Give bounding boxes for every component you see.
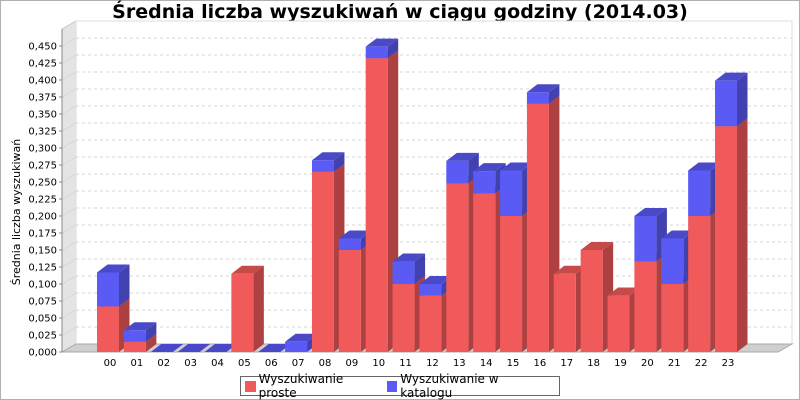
bar-catalog-search-16 xyxy=(526,84,560,104)
y-tick-label: 0,300 xyxy=(28,144,57,155)
y-tick-label: 0,425 xyxy=(28,59,57,70)
bar-empty-02 xyxy=(150,344,184,352)
x-tick-label: 00 xyxy=(104,358,117,369)
x-tick-label: 23 xyxy=(722,358,735,369)
x-tick-label: 11 xyxy=(399,358,412,369)
y-axis-ticks: 0,000 0,025 0,050 0,075 0,100 0,125 0,150 0,175… xyxy=(28,29,63,359)
legend-label-simple-search: Wyszukiwanie proste xyxy=(258,372,344,400)
y-axis-label: Średnia liczba wyszukiwań xyxy=(10,139,23,286)
x-tick-label: 02 xyxy=(157,358,170,369)
y-tick-label: 0,450 xyxy=(28,42,57,53)
x-tick-label: 14 xyxy=(480,358,493,369)
x-tick-label: 18 xyxy=(587,358,600,369)
chart-title: Średnia liczba wyszukiwań w ciągu godzin… xyxy=(112,1,688,23)
legend-item-catalog-search: Wyszukiwanie w katalogu xyxy=(386,372,549,400)
legend-swatch-simple-search xyxy=(245,380,256,392)
bar-simple-search-23 xyxy=(715,118,748,353)
bar-catalog-search-11 xyxy=(392,253,426,284)
x-tick-label: 09 xyxy=(345,358,358,369)
y-tick-label: 0,250 xyxy=(28,178,57,189)
x-tick-label: 01 xyxy=(131,358,144,369)
x-tick-label: 08 xyxy=(319,358,332,369)
legend-label-catalog-search: Wyszukiwanie w katalogu xyxy=(400,372,499,400)
y-tick-label: 0,000 xyxy=(28,348,57,359)
x-tick-label: 03 xyxy=(184,358,197,369)
y-tick-label: 0,100 xyxy=(28,280,57,291)
legend-swatch-catalog-search xyxy=(386,380,398,392)
legend-item-simple-search: Wyszukiwanie proste xyxy=(245,372,381,400)
x-tick-label: 10 xyxy=(372,358,385,369)
bar-catalog-search-10 xyxy=(365,38,399,59)
x-tick-label: 17 xyxy=(560,358,573,369)
bar-catalog-search-01 xyxy=(123,322,157,342)
y-tick-label: 0,200 xyxy=(28,212,57,223)
bar-empty-06 xyxy=(258,344,291,352)
x-tick-label: 22 xyxy=(695,358,708,369)
y-tick-label: 0,400 xyxy=(28,76,57,87)
y-tick-label: 0,325 xyxy=(28,127,57,138)
y-tick-label: 0,350 xyxy=(28,110,57,121)
y-tick-label: 0,075 xyxy=(28,297,57,308)
bar-empty-04 xyxy=(204,344,237,352)
bar-catalog-search-00 xyxy=(97,264,130,307)
x-tick-label: 07 xyxy=(292,358,305,369)
x-tick-label: 20 xyxy=(641,358,654,369)
bars xyxy=(97,38,748,353)
y-tick-label: 0,050 xyxy=(28,314,57,325)
x-tick-label: 19 xyxy=(614,358,627,369)
y-tick-label: 0,225 xyxy=(28,195,57,206)
y-tick-label: 0,175 xyxy=(28,229,57,240)
x-tick-label: 12 xyxy=(426,358,439,369)
x-tick-label: 05 xyxy=(238,358,251,369)
y-tick-label: 0,150 xyxy=(28,246,57,257)
y-tick-label: 0,275 xyxy=(28,161,57,172)
x-tick-label: 13 xyxy=(453,358,466,369)
x-tick-label: 04 xyxy=(211,358,224,369)
x-tick-label: 06 xyxy=(265,358,278,369)
x-tick-label: 21 xyxy=(668,358,681,369)
x-tick-label: 15 xyxy=(507,358,520,369)
y-tick-label: 0,125 xyxy=(28,263,57,274)
bar-empty-03 xyxy=(177,344,211,352)
y-tick-label: 0,375 xyxy=(28,93,57,104)
x-tick-label: 16 xyxy=(534,358,547,369)
x-axis-ticks: 00 01 02 03 04 05 06 07 08 09 10 11 12 13 14 15 16 17 18 19… xyxy=(104,358,735,369)
bar-catalog-search-08 xyxy=(311,152,345,172)
bar-simple-search-05 xyxy=(231,265,264,352)
y-tick-label: 0,025 xyxy=(28,331,57,342)
legend: Wyszukiwanie proste Wyszukiwanie w katal… xyxy=(240,372,560,400)
bar-catalog-search-23 xyxy=(715,72,748,127)
